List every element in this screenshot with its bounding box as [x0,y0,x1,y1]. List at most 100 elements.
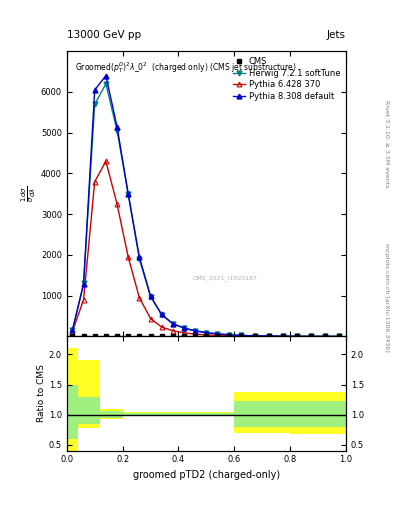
Pythia 8.308 default [115,123,119,130]
Pythia 6.428 370 [115,201,119,207]
Pythia 8.308 default [336,333,341,339]
Pythia 6.428 370 [309,333,313,339]
Pythia 6.428 370 [182,330,186,336]
Pythia 8.308 default [204,330,209,336]
Pythia 8.308 default [159,311,164,317]
Herwig 7.2.1 softTune [70,327,75,333]
CMS [193,333,198,339]
Herwig 7.2.1 softTune [253,333,257,339]
Text: Groomed$(p_T^D)^2\lambda\_0^2$  (charged only) (CMS jet substructure): Groomed$(p_T^D)^2\lambda\_0^2$ (charged … [75,60,297,75]
Herwig 7.2.1 softTune [81,281,86,287]
Pythia 6.428 370 [295,333,299,339]
Herwig 7.2.1 softTune [126,191,130,197]
CMS [81,333,86,339]
Line: Pythia 6.428 370: Pythia 6.428 370 [70,159,341,339]
Pythia 6.428 370 [215,332,220,338]
Line: Pythia 8.308 default: Pythia 8.308 default [70,73,341,339]
Pythia 6.428 370 [70,329,75,335]
Pythia 6.428 370 [159,324,164,330]
CMS [171,333,175,339]
Y-axis label: $\frac{1}{\sigma}\frac{d\sigma}{d\lambda}$: $\frac{1}{\sigma}\frac{d\sigma}{d\lambda… [20,186,38,202]
Text: Jets: Jets [327,30,346,40]
CMS [70,333,75,339]
Pythia 8.308 default [148,293,153,299]
Pythia 8.308 default [81,281,86,287]
CMS [148,333,153,339]
CMS [115,333,119,339]
Legend: CMS, Herwig 7.2.1 softTune, Pythia 6.428 370, Pythia 8.308 default: CMS, Herwig 7.2.1 softTune, Pythia 6.428… [231,55,342,102]
Pythia 8.308 default [239,332,244,338]
CMS [137,333,142,339]
Herwig 7.2.1 softTune [204,330,209,336]
Pythia 6.428 370 [281,333,285,339]
CMS [126,333,130,339]
Herwig 7.2.1 softTune [115,127,119,134]
Pythia 6.428 370 [92,179,97,185]
Pythia 8.308 default [193,328,198,334]
Y-axis label: Ratio to CMS: Ratio to CMS [37,365,46,422]
Herwig 7.2.1 softTune [336,333,341,339]
Line: CMS: CMS [70,334,341,338]
Pythia 6.428 370 [171,328,175,334]
Pythia 6.428 370 [204,332,209,338]
Pythia 8.308 default [215,331,220,337]
X-axis label: groomed pTD2 (charged-only): groomed pTD2 (charged-only) [133,470,280,480]
Pythia 8.308 default [309,333,313,339]
CMS [204,333,209,339]
CMS [267,333,272,339]
Pythia 8.308 default [137,254,142,260]
Pythia 8.308 default [281,333,285,339]
Herwig 7.2.1 softTune [193,328,198,334]
CMS [159,333,164,339]
Pythia 6.428 370 [253,333,257,339]
Pythia 6.428 370 [323,333,327,339]
CMS [226,333,231,339]
CMS [336,333,341,339]
Herwig 7.2.1 softTune [182,325,186,331]
CMS [253,333,257,339]
Herwig 7.2.1 softTune [267,333,272,339]
Pythia 6.428 370 [126,254,130,260]
Pythia 6.428 370 [193,331,198,337]
Herwig 7.2.1 softTune [159,312,164,318]
Herwig 7.2.1 softTune [281,333,285,339]
Pythia 6.428 370 [226,333,231,339]
CMS [239,333,244,339]
Pythia 6.428 370 [137,295,142,301]
Pythia 6.428 370 [239,333,244,339]
Pythia 8.308 default [295,333,299,339]
Pythia 6.428 370 [336,333,341,339]
Herwig 7.2.1 softTune [215,331,220,337]
CMS [281,333,285,339]
CMS [323,333,327,339]
Herwig 7.2.1 softTune [148,293,153,300]
Text: 13000 GeV pp: 13000 GeV pp [67,30,141,40]
Herwig 7.2.1 softTune [137,256,142,262]
Pythia 6.428 370 [103,158,108,164]
CMS [92,333,97,339]
Pythia 6.428 370 [267,333,272,339]
CMS [182,333,186,339]
CMS [295,333,299,339]
Text: Rivet 3.1.10, ≥ 3.5M events: Rivet 3.1.10, ≥ 3.5M events [384,100,389,187]
Herwig 7.2.1 softTune [309,333,313,339]
CMS [103,333,108,339]
Pythia 8.308 default [253,333,257,339]
Herwig 7.2.1 softTune [239,332,244,338]
Herwig 7.2.1 softTune [92,101,97,107]
Pythia 8.308 default [171,321,175,327]
CMS [309,333,313,339]
CMS [215,333,220,339]
Text: CMS_2021_I1920187: CMS_2021_I1920187 [193,275,257,281]
Pythia 6.428 370 [148,315,153,322]
Herwig 7.2.1 softTune [226,332,231,338]
Pythia 8.308 default [103,73,108,79]
Herwig 7.2.1 softTune [323,333,327,339]
Pythia 8.308 default [323,333,327,339]
Herwig 7.2.1 softTune [103,81,108,87]
Pythia 8.308 default [226,332,231,338]
Herwig 7.2.1 softTune [295,333,299,339]
Text: mcplots.cern.ch [arXiv:1306.3436]: mcplots.cern.ch [arXiv:1306.3436] [384,243,389,351]
Line: Herwig 7.2.1 softTune: Herwig 7.2.1 softTune [70,81,341,339]
Pythia 8.308 default [182,325,186,331]
